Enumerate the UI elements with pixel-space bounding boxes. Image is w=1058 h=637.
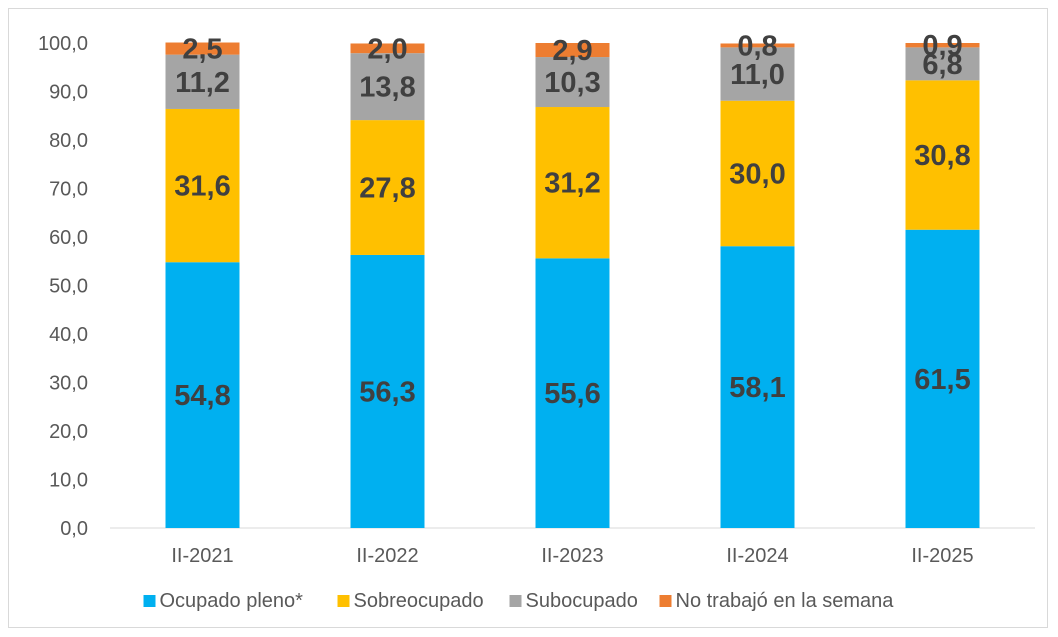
y-tick-label: 100,0 — [38, 33, 88, 55]
legend-label: Ocupado pleno* — [160, 590, 304, 612]
legend-swatch — [659, 595, 672, 607]
legend-label: Sobreocupado — [354, 590, 484, 612]
data-label: 56,3 — [359, 376, 415, 408]
data-label: 11,2 — [175, 67, 230, 99]
data-label: 61,5 — [914, 364, 970, 396]
bar-segment — [720, 47, 795, 101]
bar-segment — [535, 107, 610, 259]
bar-segment — [165, 42, 240, 55]
bar-segment — [535, 57, 610, 108]
y-tick-label: 50,0 — [49, 276, 88, 298]
y-tick-label: 90,0 — [49, 82, 88, 104]
data-label: 2,9 — [552, 35, 592, 67]
data-label: 27,8 — [359, 173, 415, 205]
data-label: 58,1 — [729, 372, 785, 404]
bar-segment — [165, 108, 240, 263]
legend-swatch — [509, 595, 522, 607]
bar-segment — [165, 54, 240, 109]
data-label: 13,8 — [359, 72, 415, 104]
y-tick-label: 80,0 — [49, 130, 88, 152]
bar-segment — [350, 254, 425, 528]
x-tick-label: II-2023 — [541, 545, 603, 567]
legend-label: No trabajó en la semana — [676, 590, 895, 612]
y-tick-label: 20,0 — [49, 421, 88, 443]
data-label: 31,6 — [174, 171, 230, 203]
data-label: 10,3 — [544, 67, 600, 99]
legend-swatch — [337, 595, 350, 607]
data-label: 0,8 — [737, 30, 777, 62]
y-tick-label: 60,0 — [49, 227, 88, 249]
bar-segment — [350, 43, 425, 54]
bar-segment — [905, 80, 980, 230]
data-label: 0,9 — [922, 30, 962, 62]
bar-segment — [535, 258, 610, 528]
x-tick-label: II-2024 — [726, 545, 788, 567]
bar-segment — [905, 47, 980, 81]
legend-swatch — [143, 595, 156, 607]
y-tick-label: 0,0 — [60, 518, 88, 540]
data-label: 2,5 — [182, 34, 222, 66]
data-label: 54,8 — [174, 380, 230, 412]
bar-segment — [720, 246, 795, 528]
data-label: 6,8 — [922, 49, 962, 81]
bar-segment — [535, 43, 610, 58]
data-label: 31,2 — [544, 168, 600, 200]
x-tick-label: II-2022 — [356, 545, 418, 567]
y-tick-label: 70,0 — [49, 179, 88, 201]
bar-segment — [350, 120, 425, 255]
y-tick-label: 10,0 — [49, 470, 88, 492]
data-label: 2,0 — [367, 33, 407, 65]
bar-segment — [905, 43, 980, 48]
data-label: 30,8 — [914, 140, 970, 172]
data-label: 55,6 — [544, 378, 600, 410]
bar-segment — [350, 53, 425, 121]
y-tick-label: 40,0 — [49, 324, 88, 346]
bar-segment — [905, 229, 980, 528]
bar-segment — [720, 100, 795, 247]
data-label: 11,0 — [730, 59, 785, 91]
x-tick-label: II-2025 — [911, 545, 973, 567]
bar-segment — [720, 43, 795, 48]
legend-label: Subocupado — [526, 590, 638, 612]
y-tick-label: 30,0 — [49, 373, 88, 395]
bar-segment — [165, 262, 240, 528]
data-label: 30,0 — [729, 158, 785, 190]
x-tick-label: II-2021 — [171, 545, 233, 567]
